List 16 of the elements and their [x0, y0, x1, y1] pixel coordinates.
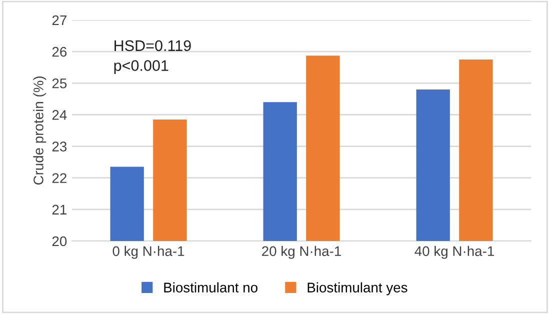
- y-axis-title: Crude protein (%): [33, 76, 46, 185]
- y-tick-label: 26: [52, 46, 67, 57]
- y-tick-label: 24: [52, 110, 67, 120]
- y-tick-label: 20: [52, 236, 67, 246]
- y-tick-label: 23: [52, 142, 67, 152]
- y-tick-label: 27: [52, 15, 66, 26]
- legend-label: Biostimulant yes: [308, 282, 408, 296]
- y-tick-label: 22: [52, 173, 66, 183]
- annotation: p<0.001: [114, 60, 168, 74]
- x-tick-label: 40 kg N·ha-1: [414, 246, 494, 259]
- x-tick-label: 0 kg N·ha-1: [112, 246, 184, 259]
- legend-label: Biostimulant no: [164, 282, 258, 292]
- y-tick-label: 25: [52, 78, 67, 88]
- y-tick-label: 21: [52, 204, 66, 214]
- x-tick-label: 20 kg N·ha-1: [262, 246, 341, 259]
- annotation: HSD=0.119: [114, 40, 191, 52]
